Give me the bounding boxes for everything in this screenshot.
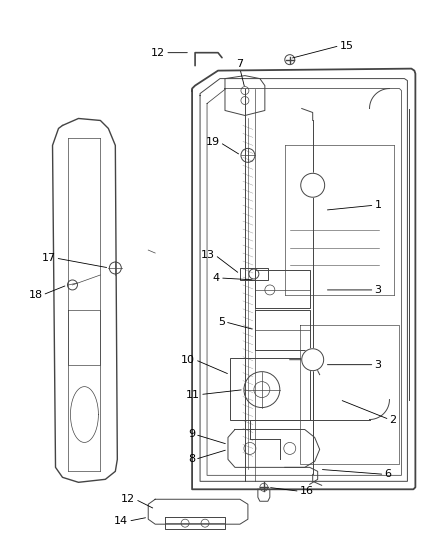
Text: 15: 15 <box>339 41 353 51</box>
Text: 3: 3 <box>374 360 381 370</box>
Text: 17: 17 <box>42 253 56 263</box>
Text: 19: 19 <box>206 138 220 148</box>
Text: 10: 10 <box>181 354 195 365</box>
Text: 3: 3 <box>374 285 381 295</box>
Circle shape <box>302 349 324 370</box>
Text: 5: 5 <box>218 317 225 327</box>
Text: 14: 14 <box>114 516 128 526</box>
Circle shape <box>301 173 325 197</box>
Text: 13: 13 <box>201 250 215 260</box>
Text: 9: 9 <box>188 430 195 440</box>
Text: 12: 12 <box>121 494 135 504</box>
Text: 7: 7 <box>237 59 244 69</box>
Text: 16: 16 <box>300 486 314 496</box>
Text: 12: 12 <box>151 47 165 58</box>
Text: 4: 4 <box>213 273 220 283</box>
Text: 6: 6 <box>385 470 392 479</box>
Text: 11: 11 <box>186 390 200 400</box>
Text: 1: 1 <box>374 200 381 210</box>
Text: 2: 2 <box>389 415 396 424</box>
Text: 18: 18 <box>28 290 42 300</box>
Text: 8: 8 <box>188 455 195 464</box>
